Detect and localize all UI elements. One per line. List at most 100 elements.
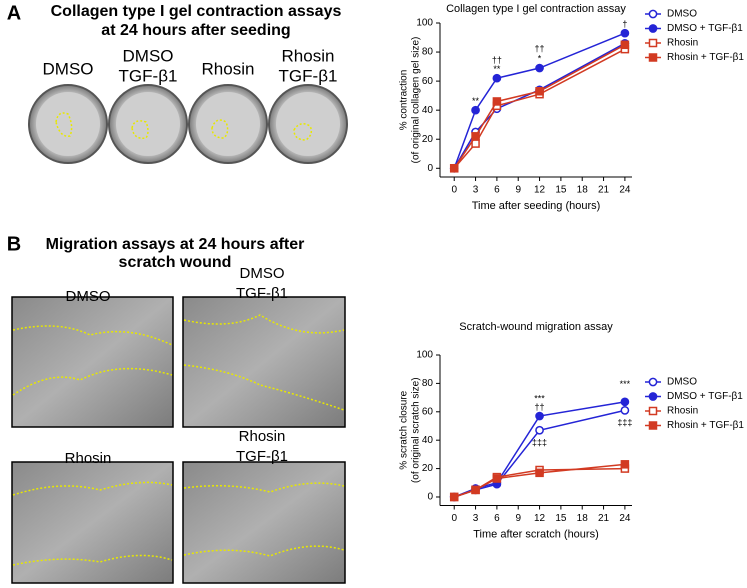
y-tick-label: 100: [416, 350, 433, 361]
image-label: DMSO: [43, 59, 94, 78]
y-tick-label: 100: [416, 18, 433, 29]
legend-label: Rhosin + TGF-β1: [667, 420, 744, 431]
image-label: Rhosin: [202, 59, 255, 78]
dish: [28, 84, 108, 164]
y-tick-label: 20: [422, 134, 434, 145]
y-axis-label: (of original collagen gel size): [411, 37, 422, 164]
annotation: ‡‡‡: [617, 418, 632, 428]
legend-marker: [648, 38, 658, 48]
y-tick-label: 80: [422, 47, 434, 58]
x-tick-label: 15: [555, 185, 567, 196]
x-tick-label: 12: [534, 185, 546, 196]
image-label: TGF-β1: [236, 448, 288, 465]
y-axis-label: (of original scratch size): [411, 377, 422, 483]
series: [449, 397, 630, 502]
image-label: Rhosin: [239, 428, 286, 445]
data-point: [535, 425, 544, 435]
legend-label: Rhosin: [667, 406, 698, 417]
legend-marker: [648, 24, 658, 33]
legend-label: DMSO + TGF-β1: [667, 23, 743, 34]
dish-images: [28, 84, 348, 164]
x-tick-label: 0: [451, 185, 457, 196]
x-tick-label: 15: [555, 513, 567, 524]
y-tick-label: 20: [422, 463, 434, 474]
y-tick-label: 40: [422, 105, 434, 116]
data-point: [449, 164, 459, 173]
data-point: [620, 28, 630, 38]
data-point: [492, 474, 502, 483]
annotation: ††: [492, 55, 502, 65]
data-point: [535, 411, 544, 421]
data-point: [620, 460, 630, 469]
panel-letter: A: [7, 2, 21, 24]
legend-marker: [648, 9, 658, 19]
x-tick-label: 24: [619, 513, 631, 524]
annotation: **: [493, 64, 501, 74]
panel-letter: B: [7, 233, 21, 255]
data-point: [535, 87, 544, 96]
legend-marker: [648, 53, 658, 62]
legend-label: Rhosin + TGF-β1: [667, 52, 744, 63]
image-label: TGF-β1: [279, 66, 338, 85]
panel-heading: scratch wound: [119, 254, 232, 271]
scratch-image: [11, 296, 174, 428]
image-label: TGF-β1: [119, 66, 178, 85]
annotation: *: [538, 54, 542, 64]
x-tick-label: 9: [515, 185, 521, 196]
legend-marker: [648, 406, 658, 416]
x-tick-label: 3: [473, 513, 479, 524]
data-point: [620, 397, 630, 407]
data-point: [535, 468, 544, 478]
x-axis-label: Time after seeding (hours): [472, 200, 601, 212]
data-point: [471, 485, 480, 495]
x-tick-label: 21: [598, 513, 610, 524]
data-point: [535, 63, 544, 73]
x-tick-label: 12: [534, 513, 546, 524]
x-tick-label: 6: [494, 185, 500, 196]
x-tick-label: 9: [515, 513, 521, 524]
annotation: †: [622, 19, 627, 29]
series: [449, 40, 630, 173]
scratch-images: [11, 296, 346, 584]
data-point: [471, 132, 480, 141]
image-label: DMSO: [240, 265, 285, 282]
x-axis-label: Time after scratch (hours): [473, 528, 599, 540]
legend-label: DMSO: [667, 9, 697, 20]
y-tick-label: 60: [422, 406, 434, 417]
chart-title: Collagen type I gel contraction assay: [446, 3, 626, 15]
legend-label: DMSO: [667, 377, 697, 388]
annotation: ***: [620, 379, 631, 389]
y-axis-label: % scratch closure: [399, 390, 410, 469]
data-point: [471, 105, 480, 115]
y-tick-label: 0: [427, 163, 433, 174]
x-tick-label: 21: [598, 185, 610, 196]
x-tick-label: 0: [451, 513, 457, 524]
x-tick-label: 3: [473, 185, 479, 196]
x-tick-label: 18: [577, 185, 589, 196]
image-label: Rhosin: [65, 450, 112, 467]
y-axis-label: % contraction: [399, 70, 410, 131]
image-label: DMSO: [123, 46, 174, 65]
dish: [108, 84, 188, 164]
image-label: DMSO: [66, 288, 111, 305]
data-point: [620, 406, 630, 415]
scratch-image: [11, 461, 174, 584]
panel-heading: Migration assays at 24 hours after: [46, 236, 305, 253]
y-tick-label: 0: [427, 492, 433, 503]
chart-title: Scratch-wound migration assay: [459, 321, 613, 333]
x-tick-label: 6: [494, 513, 500, 524]
image-label: TGF-β1: [236, 285, 288, 302]
annotation: ‡‡‡: [532, 437, 547, 447]
image-label: Rhosin: [282, 46, 335, 65]
series: [449, 460, 630, 502]
data-point: [620, 40, 630, 50]
scratch-image: [182, 296, 346, 428]
x-tick-label: 18: [577, 513, 589, 524]
legend-marker: [648, 392, 658, 401]
y-tick-label: 80: [422, 378, 434, 389]
dish: [188, 84, 268, 164]
y-tick-label: 40: [422, 435, 434, 446]
data-point: [492, 97, 502, 106]
data-point: [449, 492, 459, 502]
